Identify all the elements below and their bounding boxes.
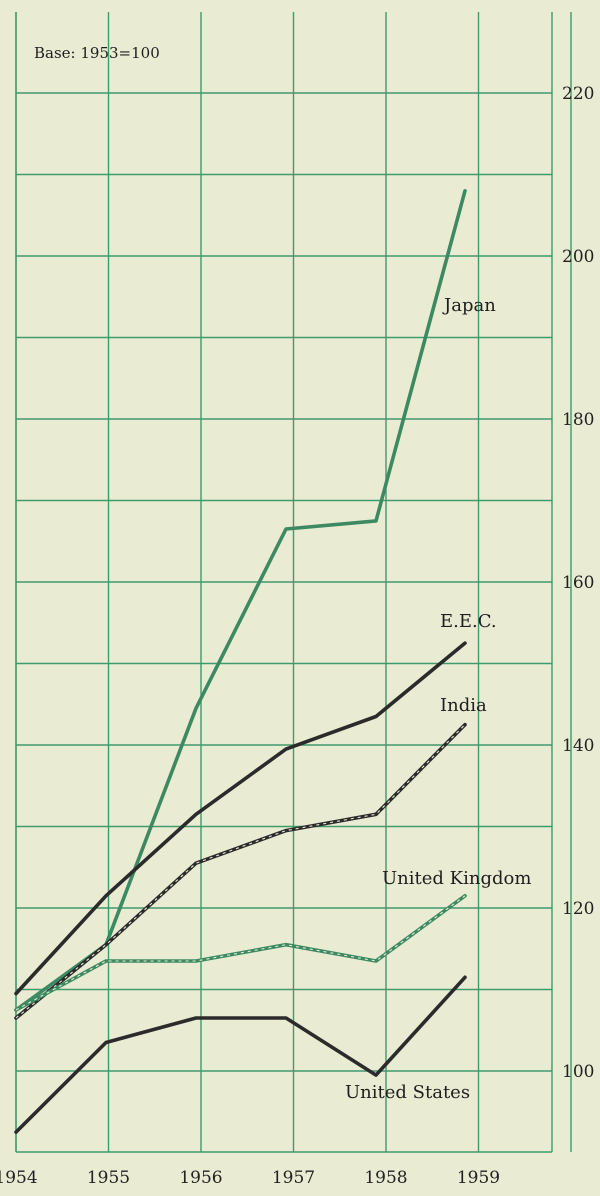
- y-tick-label: 100: [562, 1062, 594, 1082]
- series-line-united-kingdom: [14, 893, 467, 1012]
- y-tick-label: 140: [562, 736, 594, 756]
- series-label-e-e-c: E.E.C.: [440, 611, 497, 632]
- x-tick-label: 1954: [0, 1168, 38, 1188]
- series-labels: Japan E.E.C. India United Kingdom United Sta…: [345, 295, 531, 1103]
- x-tick-label: 1956: [179, 1168, 222, 1188]
- y-axis: 100 120 140 160 180 200 220: [562, 84, 594, 1082]
- x-axis: 1954 1955 1956 1957 1958 1959: [0, 1168, 500, 1188]
- x-tick-label: 1957: [272, 1168, 315, 1188]
- y-tick-label: 120: [562, 899, 594, 919]
- series-line-e-e-c: [14, 641, 467, 996]
- series-label-japan: Japan: [442, 295, 496, 316]
- chart-subtitle: Base: 1953=100: [34, 44, 160, 62]
- series-label-united-kingdom: United Kingdom: [382, 868, 531, 889]
- plot-area: [14, 189, 467, 1134]
- series-line-pattern-united-kingdom: [15, 895, 466, 1011]
- y-tick-label: 180: [562, 410, 594, 430]
- series-line-united-states: [14, 975, 467, 1134]
- grid: [15, 12, 572, 1153]
- y-tick-label: 160: [562, 573, 594, 593]
- series-label-india: India: [440, 695, 487, 716]
- series-label-united-states: United States: [345, 1082, 470, 1103]
- x-tick-label: 1959: [457, 1168, 500, 1188]
- x-tick-label: 1955: [87, 1168, 130, 1188]
- x-tick-label: 1958: [364, 1168, 407, 1188]
- y-tick-label: 200: [562, 247, 594, 267]
- series-line-india: [14, 722, 467, 1020]
- y-tick-label: 220: [562, 84, 594, 104]
